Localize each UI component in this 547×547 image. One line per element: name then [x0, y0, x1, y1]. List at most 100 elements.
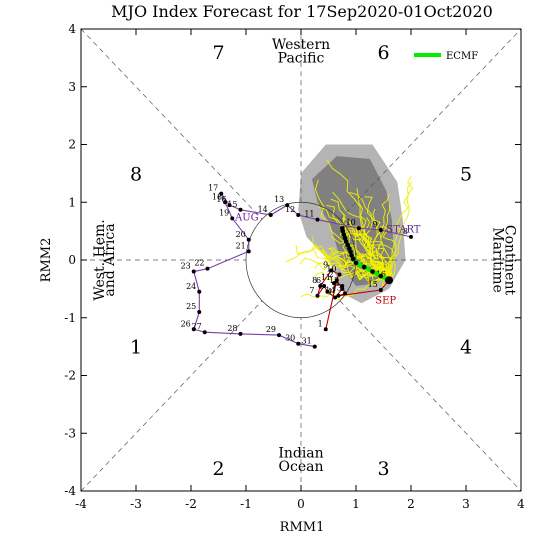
- region-right-line2: Continent: [502, 225, 518, 296]
- legend-label: ECMF: [446, 51, 478, 62]
- ensemble-member-line: [371, 193, 390, 281]
- observed-point: [312, 344, 317, 349]
- day-label: 11: [321, 273, 331, 282]
- day-label: 8: [312, 276, 317, 285]
- forecast-point: [339, 225, 345, 231]
- phase-number: 7: [212, 42, 224, 64]
- observed-point: [227, 203, 232, 208]
- phase-number: 3: [377, 458, 389, 480]
- region-right-line1: Maritime: [490, 227, 506, 293]
- ensemble-member-line: [387, 175, 414, 281]
- day-label: 31: [302, 337, 312, 346]
- forecast-point: [347, 246, 352, 251]
- observed-point: [205, 266, 210, 271]
- x-axis-label: RMM1: [280, 520, 325, 535]
- day-label: 14: [325, 286, 335, 295]
- day-label: 11: [304, 210, 314, 219]
- forecast-mean-track: [339, 225, 393, 285]
- day-label: 15: [368, 280, 378, 289]
- region-top-line1: Western: [272, 37, 330, 53]
- observed-point: [238, 207, 243, 212]
- observed-point: [323, 327, 328, 332]
- ensemble-member-line: [312, 270, 390, 281]
- day-label: 4: [327, 288, 332, 297]
- observed-point: [332, 281, 336, 286]
- observed-track-sep: [316, 269, 390, 330]
- day-label: 14: [258, 205, 268, 214]
- day-label: 10: [346, 218, 356, 227]
- forecast-point: [353, 260, 359, 266]
- phase-number: 6: [377, 42, 389, 64]
- day-label: 9: [323, 260, 328, 269]
- x-tick-label: -3: [130, 497, 142, 511]
- phase-divider-line: [339, 28, 522, 220]
- y-tick-label: 2: [68, 138, 76, 152]
- x-tick-label: -2: [185, 497, 197, 511]
- ensemble-member-line: [372, 208, 395, 281]
- observed-point: [329, 268, 334, 273]
- observed-point: [285, 203, 290, 208]
- ensemble-member-line: [377, 204, 393, 281]
- observed-point: [197, 289, 202, 294]
- observed-track-aug: [193, 193, 412, 348]
- day-label: 13: [274, 195, 284, 204]
- observed-point: [378, 288, 383, 293]
- day-label: 6: [316, 276, 321, 285]
- observed-point: [238, 331, 243, 336]
- observed-point: [356, 226, 361, 231]
- observed-point: [246, 237, 251, 242]
- observed-point: [336, 293, 341, 298]
- region-top-line2: Pacific: [278, 50, 325, 66]
- phase-number: 8: [130, 163, 142, 185]
- phase-number: 4: [460, 337, 472, 359]
- day-label: 30: [285, 334, 295, 343]
- forecast-point: [345, 242, 351, 248]
- x-tick-label: 3: [462, 497, 470, 511]
- observed-point: [246, 249, 251, 254]
- x-tick-label: 4: [517, 497, 525, 511]
- phase-guides: [80, 28, 522, 492]
- forecast-point: [361, 264, 367, 270]
- chart-title: MJO Index Forecast for 17Sep2020-01Oct20…: [111, 2, 493, 21]
- day-label: 19: [219, 208, 229, 217]
- day-label: 3: [334, 279, 339, 288]
- day-label: 29: [266, 325, 276, 334]
- observed-point: [315, 293, 320, 298]
- y-tick-label: 4: [68, 22, 76, 36]
- observed-point: [202, 330, 207, 335]
- phase-number: 2: [212, 458, 224, 480]
- observed-point: [333, 295, 338, 300]
- observed-point: [340, 286, 345, 291]
- region-left-line1: West. Hem.: [92, 219, 108, 300]
- region-left-line2: and Africa: [102, 223, 118, 296]
- observed-point: [219, 191, 224, 196]
- x-tick-label: 0: [297, 497, 305, 511]
- ensemble-member-line: [312, 236, 390, 283]
- day-label: 22: [194, 259, 204, 268]
- x-tick-label: 2: [407, 497, 415, 511]
- day-label: 20: [236, 230, 246, 239]
- observed-point: [296, 212, 301, 217]
- day-label: 16: [216, 195, 226, 204]
- x-tick-label: -1: [240, 497, 252, 511]
- forecast-point: [370, 269, 375, 274]
- y-tick-label: 0: [68, 253, 76, 267]
- day-label: 27: [192, 322, 202, 331]
- forecast-point: [350, 256, 356, 262]
- y-tick-label: -3: [64, 426, 76, 440]
- forecast-point: [341, 232, 347, 237]
- day-label: 2: [329, 270, 334, 279]
- x-tick-label: 1: [352, 497, 360, 511]
- observed-point: [378, 227, 383, 232]
- observed-point: [230, 216, 235, 221]
- observed-point: [191, 327, 196, 332]
- observed-point: [315, 217, 320, 222]
- observed-point: [223, 200, 228, 205]
- month-label: AUG: [234, 213, 259, 224]
- region-bottom-line1: Indian: [278, 446, 323, 462]
- day-label: 13: [332, 283, 342, 292]
- day-label: 12: [285, 205, 295, 214]
- day-label: 24: [186, 282, 196, 291]
